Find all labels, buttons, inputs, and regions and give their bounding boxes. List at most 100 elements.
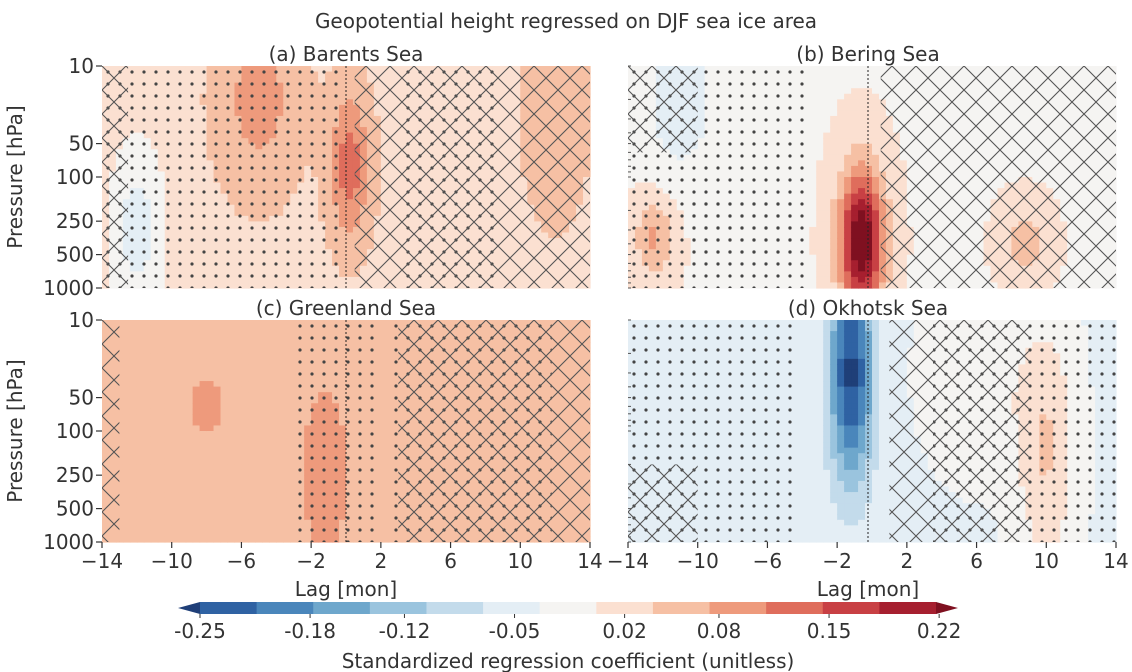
contour-cell (837, 165, 845, 173)
contour-cell (872, 104, 880, 111)
contour-cell (830, 143, 838, 150)
contour-cell (872, 188, 880, 195)
contour-cell (830, 238, 838, 245)
contour-cell (844, 276, 852, 284)
contour-cell (837, 193, 845, 200)
contour-cell (872, 71, 880, 78)
contour-cell (816, 243, 824, 250)
contour-cell (816, 127, 824, 134)
contour-cell (802, 160, 810, 167)
contour-cell (339, 232, 347, 239)
contour-cell (830, 260, 838, 267)
contour-cell (802, 265, 810, 272)
contour-cell (837, 160, 845, 167)
contour-cell (865, 115, 873, 123)
contour-cell (809, 110, 817, 117)
contour-cell (830, 243, 838, 250)
contour-cell (802, 215, 810, 222)
contour-cell (865, 88, 873, 95)
contour-cell (837, 88, 845, 95)
contour-cell (830, 110, 838, 117)
contour-cell (823, 71, 831, 78)
contour-cell (830, 193, 838, 200)
contour-cell (865, 221, 873, 228)
contour-cell (837, 210, 845, 217)
contour-cell (872, 77, 880, 84)
contour-cell (865, 282, 873, 289)
contour-cell (872, 110, 880, 117)
contour-cell (851, 127, 859, 134)
contour-cell (823, 160, 831, 167)
contour-cell (830, 88, 838, 95)
contour-cell (346, 138, 354, 145)
y-tick-label: 50 (69, 132, 94, 156)
contour-cell (830, 199, 838, 206)
contour-cell (844, 221, 852, 228)
contour-cell (837, 199, 845, 206)
contour-cell (830, 276, 838, 284)
contour-cell (802, 99, 810, 106)
contour-cell (346, 165, 354, 173)
contour-cell (802, 171, 810, 178)
contour-cell (851, 260, 859, 267)
contour-cell (802, 260, 810, 267)
contour-cell (802, 238, 810, 245)
contour-cell (339, 110, 347, 117)
contour-cell (858, 177, 866, 184)
contour-cell (802, 149, 810, 156)
contour-cell (851, 138, 859, 145)
contour-cell (809, 143, 817, 150)
contour-cell (858, 66, 866, 73)
contour-cell (830, 282, 838, 289)
contour-cell (844, 110, 852, 117)
contour-cell (802, 188, 810, 195)
contour-cell (823, 115, 831, 123)
contour-cell (346, 238, 354, 245)
contour-cell (872, 210, 880, 217)
contour-cell (865, 254, 873, 261)
contour-cell (802, 82, 810, 89)
contour-cell (809, 149, 817, 156)
contour-cell (809, 210, 817, 217)
contour-cell (837, 121, 845, 128)
contour-cell (837, 93, 845, 100)
contour-cell (809, 77, 817, 84)
contour-cell (809, 177, 817, 184)
y-tick-label: 10 (69, 54, 94, 78)
contour-cell (865, 149, 873, 156)
contour-cell (851, 115, 859, 123)
contour-cell (858, 110, 866, 117)
contour-cell (809, 265, 817, 272)
contour-cell (339, 132, 347, 139)
contour-cell (346, 99, 354, 106)
contour-cell (809, 260, 817, 267)
contour-cell (844, 249, 852, 256)
contour-cell (872, 82, 880, 89)
contour-cell (872, 149, 880, 156)
contour-cell (851, 93, 859, 100)
contour-cell (823, 149, 831, 156)
contour-cell (809, 254, 817, 261)
contour-cell (830, 93, 838, 100)
contour-cell (872, 199, 880, 206)
contour-cell (339, 127, 347, 134)
contour-cell (823, 199, 831, 206)
contour-cell (830, 121, 838, 128)
contour-cell (809, 88, 817, 95)
contour-cell (844, 121, 852, 128)
contour-cell (858, 182, 866, 189)
contour-cell (858, 215, 866, 222)
contour-cell (830, 204, 838, 211)
contour-cell (851, 221, 859, 228)
contour-cell (844, 165, 852, 173)
contour-cell (844, 271, 852, 278)
contour-cell (837, 71, 845, 78)
stipple-cross (354, 66, 590, 288)
contour-cell (858, 282, 866, 289)
contour-cell (816, 276, 824, 284)
contour-cell (865, 127, 873, 134)
contour-cell (339, 182, 347, 189)
contour-cell (816, 93, 824, 100)
contour-cell (837, 254, 845, 261)
contour-cell (802, 71, 810, 78)
